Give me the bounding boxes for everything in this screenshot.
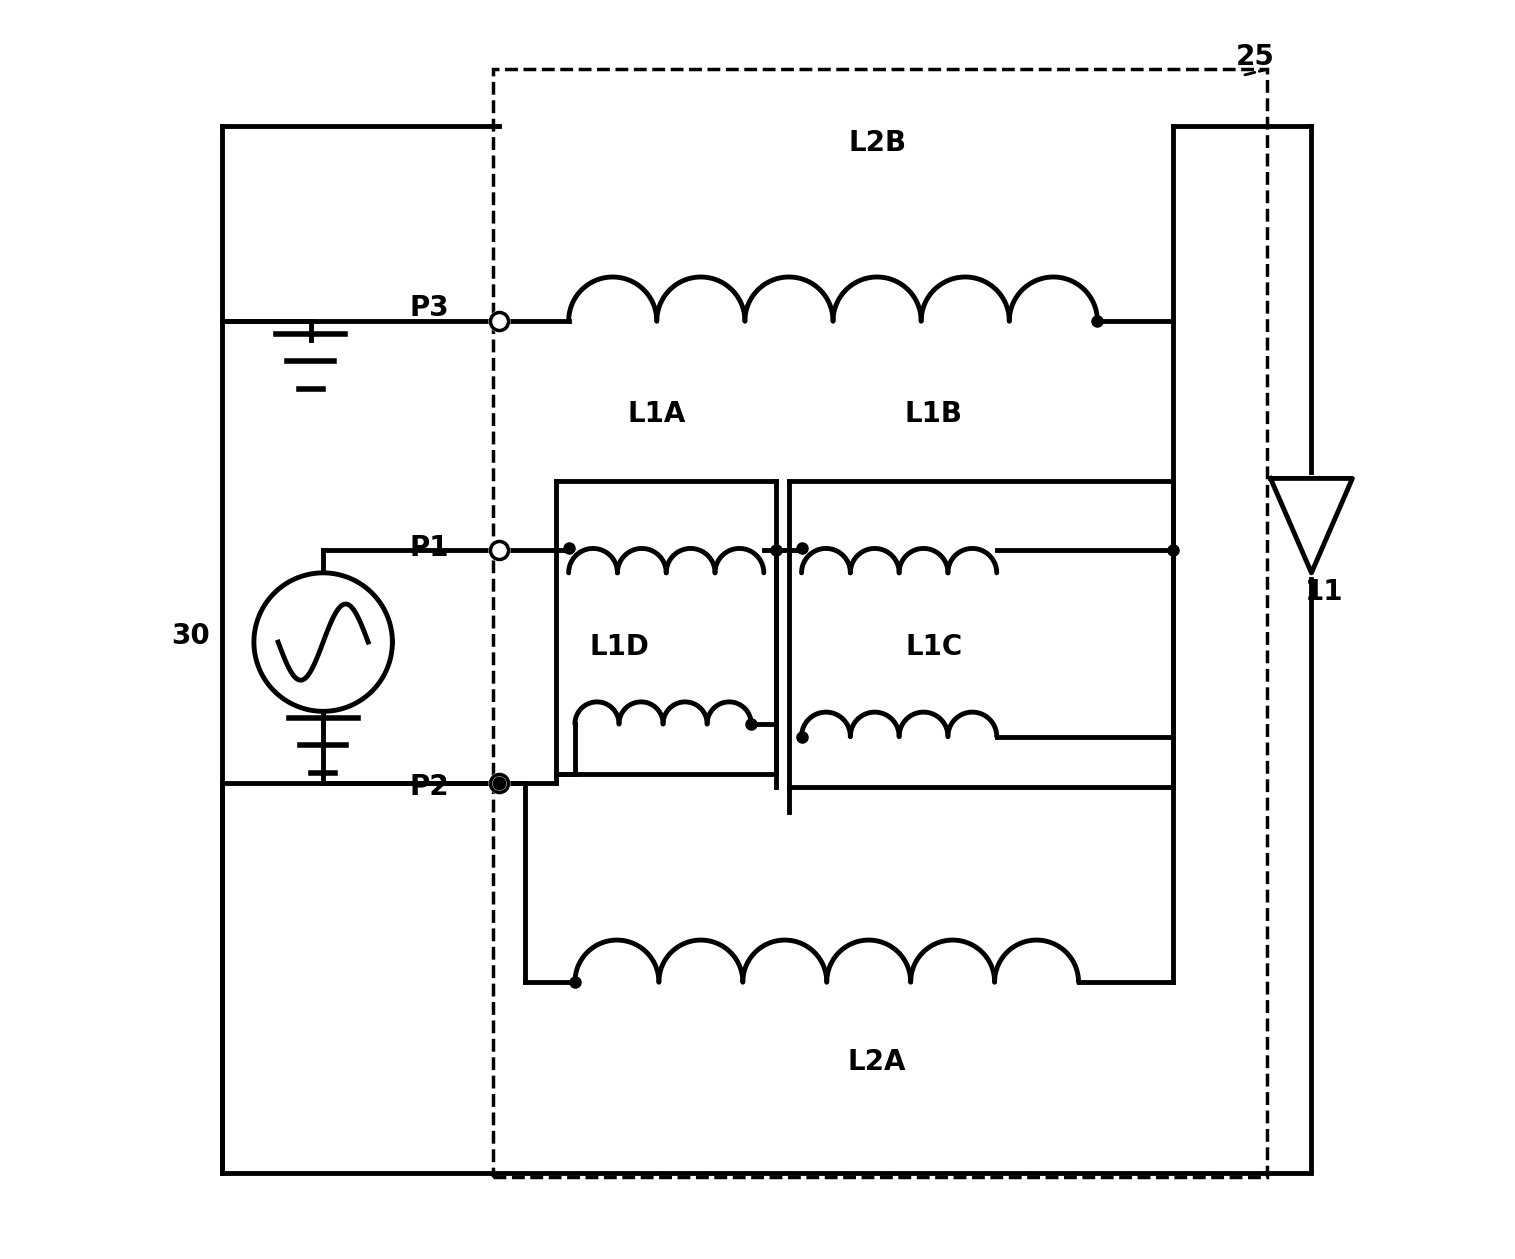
- Text: L2A: L2A: [848, 1049, 906, 1076]
- Text: 11: 11: [1304, 578, 1344, 606]
- Text: P3: P3: [409, 295, 448, 322]
- Text: L1D: L1D: [589, 633, 648, 661]
- Text: L1C: L1C: [904, 633, 962, 661]
- Text: L1A: L1A: [627, 400, 686, 428]
- Text: L2B: L2B: [848, 130, 906, 157]
- Text: P2: P2: [409, 773, 448, 801]
- Text: L1B: L1B: [904, 400, 962, 428]
- Text: P1: P1: [409, 534, 448, 562]
- Text: 30: 30: [171, 622, 211, 650]
- Bar: [492, 69, 1268, 1177]
- Text: 25: 25: [1235, 43, 1274, 71]
